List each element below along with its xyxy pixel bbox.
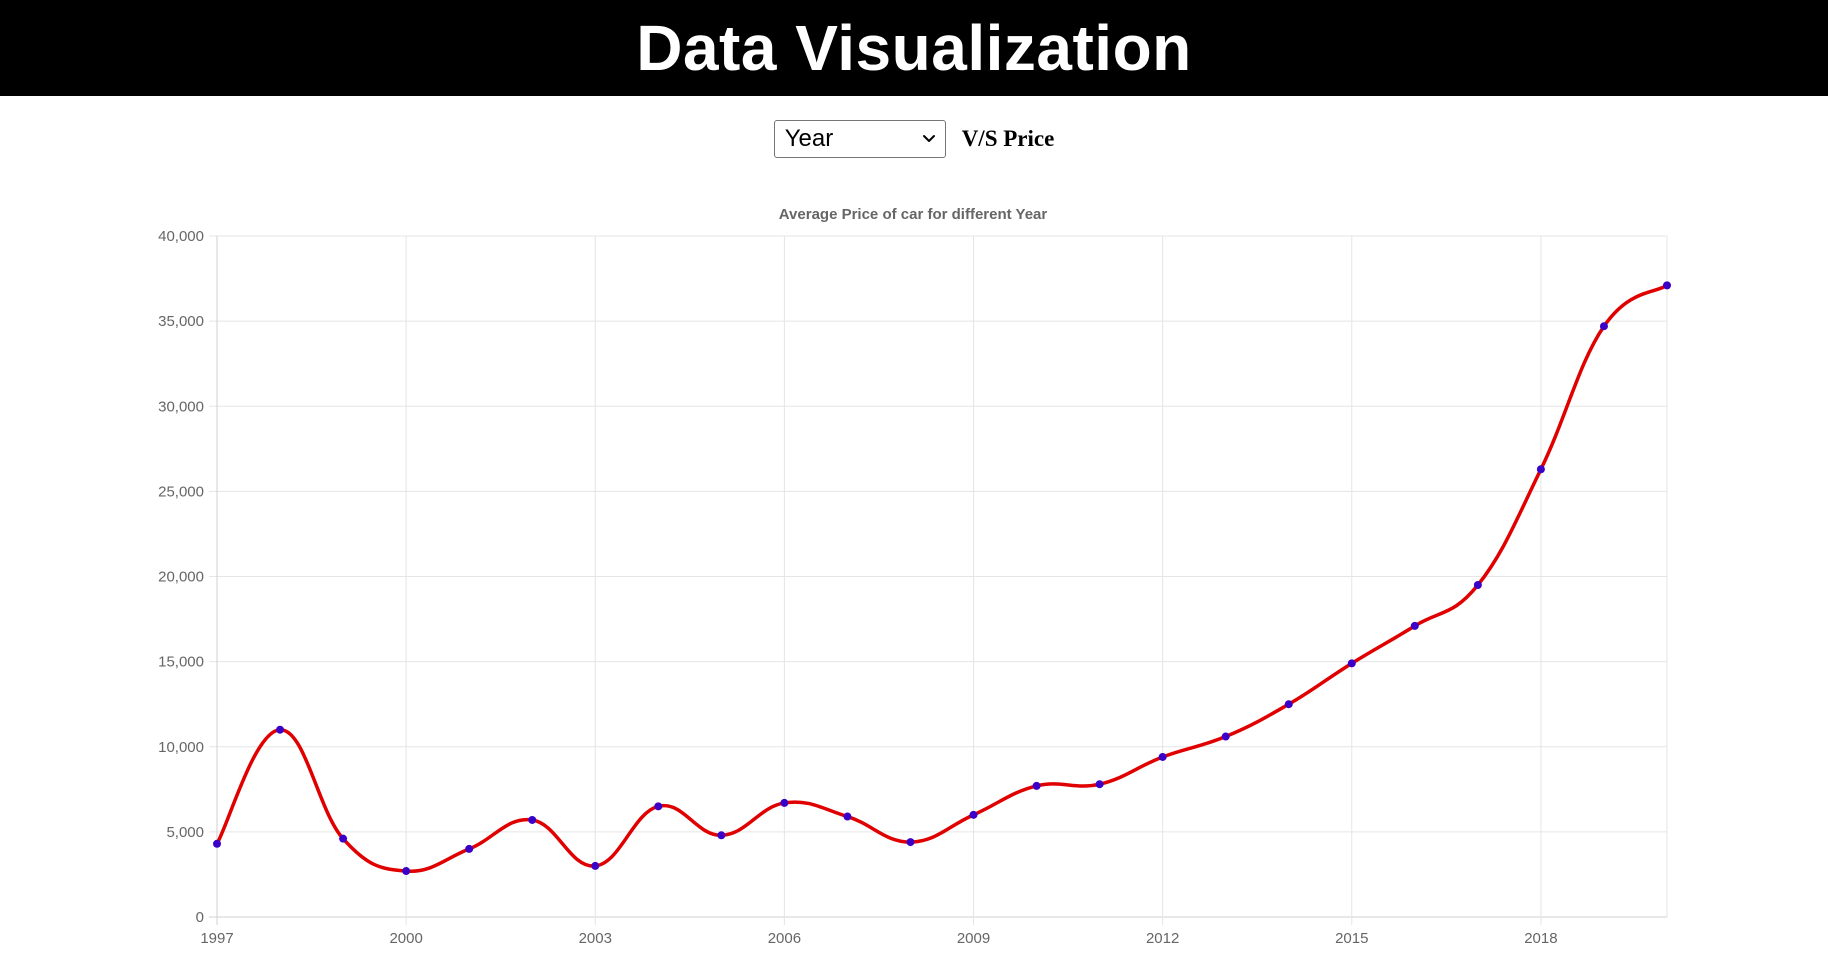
x-tick-label: 2000 <box>389 930 422 947</box>
series-line <box>215 283 1669 873</box>
y-tick-label: 10,000 <box>158 739 204 756</box>
x-tick-label: 2015 <box>1335 930 1368 947</box>
data-point[interactable] <box>1473 581 1482 590</box>
data-point[interactable] <box>654 802 663 811</box>
data-point[interactable] <box>1410 621 1419 630</box>
y-axis: 0 5,000 10,000 15,000 20,000 25,000 30,000 35,0… <box>158 228 204 926</box>
data-points <box>213 281 1671 876</box>
y-tick-label: 0 <box>196 909 204 926</box>
y-tick-label: 5,000 <box>166 824 204 841</box>
data-point[interactable] <box>1663 281 1671 290</box>
x-axis: 1997 2000 2003 2006 2009 2012 2015 2018 <box>200 930 1557 947</box>
data-point[interactable] <box>528 815 537 824</box>
data-point[interactable] <box>1536 465 1545 474</box>
y-tick-label: 30,000 <box>158 398 204 415</box>
x-tick-label: 2018 <box>1524 930 1557 947</box>
y-tick-label: 40,000 <box>158 228 204 245</box>
data-point[interactable] <box>843 812 852 821</box>
data-point[interactable] <box>969 810 978 819</box>
data-point[interactable] <box>339 834 348 843</box>
y-tick-label: 20,000 <box>158 569 204 586</box>
data-point[interactable] <box>276 725 285 734</box>
data-point[interactable] <box>780 798 789 807</box>
chevron-down-icon <box>922 135 935 142</box>
y-tick-label: 15,000 <box>158 654 204 671</box>
data-point[interactable] <box>1032 781 1041 790</box>
page-title: Data Visualization <box>636 12 1192 84</box>
axis-select-value: Year <box>784 125 834 152</box>
line-chart: Average Price of car for different Year … <box>158 206 1671 947</box>
x-tick-label: 2009 <box>957 930 990 947</box>
x-tick-label: 2003 <box>579 930 612 947</box>
axis-controls: Year V/S Price <box>0 118 1828 160</box>
data-point[interactable] <box>717 831 726 840</box>
chart-title: Average Price of car for different Year <box>779 206 1048 223</box>
page-header: Data Visualization <box>0 0 1828 96</box>
data-point[interactable] <box>402 867 411 876</box>
data-point[interactable] <box>213 839 221 848</box>
data-point[interactable] <box>1095 780 1104 789</box>
chart-grid <box>209 235 1668 925</box>
y-tick-label: 35,000 <box>158 313 204 330</box>
x-tick-label: 2012 <box>1146 930 1179 947</box>
x-tick-label: 1997 <box>200 930 233 947</box>
data-point[interactable] <box>1599 322 1608 331</box>
data-point[interactable] <box>1347 659 1356 668</box>
y-tick-label: 25,000 <box>158 483 204 500</box>
data-point[interactable] <box>1158 752 1167 761</box>
data-point[interactable] <box>1221 732 1230 741</box>
vs-price-label: V/S Price <box>961 126 1055 151</box>
data-point[interactable] <box>1284 700 1293 709</box>
data-point[interactable] <box>465 844 474 853</box>
x-tick-label: 2006 <box>768 930 801 947</box>
data-point[interactable] <box>591 861 600 870</box>
data-point[interactable] <box>906 838 915 847</box>
axis-select[interactable]: Year <box>773 120 946 158</box>
